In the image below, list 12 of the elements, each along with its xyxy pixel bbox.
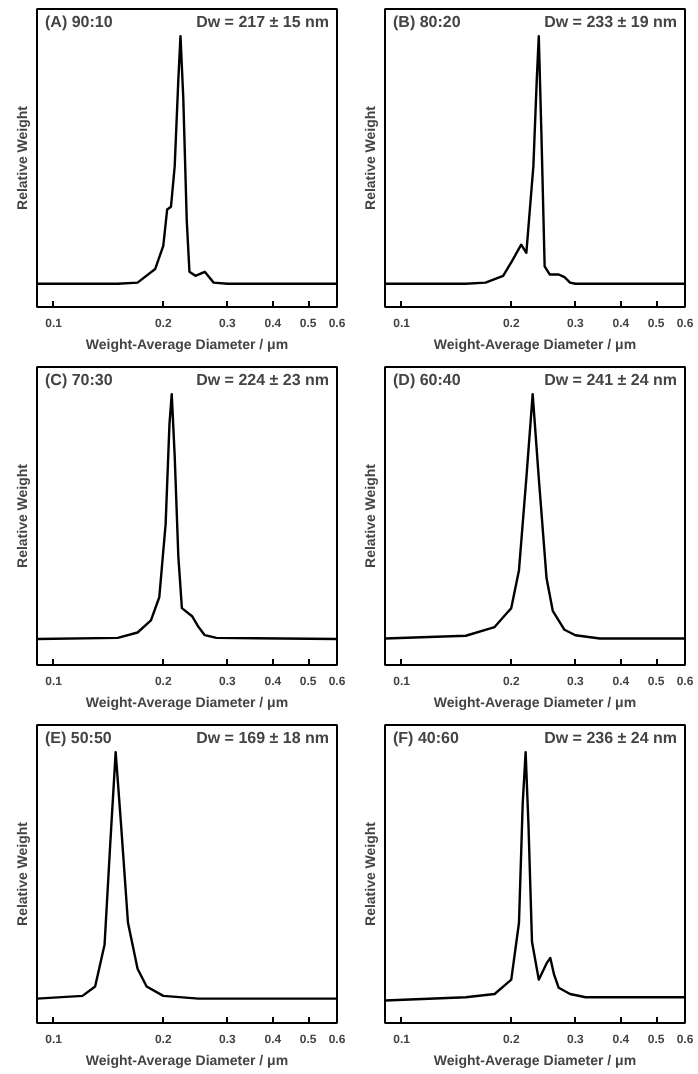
text: Dw = 217 ± 15 nm bbox=[196, 13, 329, 31]
chart-title: (C) 70:30 bbox=[45, 371, 114, 389]
text: Dw = 233 ± 19 nm bbox=[544, 13, 677, 31]
chart-title: (E) 50:50 bbox=[45, 729, 113, 747]
chart-title: (F) 40:60 bbox=[393, 729, 460, 747]
text: Dw = 236 ± 24 nm bbox=[544, 729, 677, 747]
chart-title: (D) 60:40 bbox=[393, 371, 462, 389]
text: Dw = 224 ± 23 nm bbox=[196, 371, 329, 389]
text: Dw = 241 ± 24 nm bbox=[544, 371, 677, 389]
chart-title: (A) 90:10 bbox=[45, 13, 114, 31]
text: Dw = 169 ± 18 nm bbox=[196, 729, 329, 747]
chart-title: (B) 80:20 bbox=[393, 13, 462, 31]
